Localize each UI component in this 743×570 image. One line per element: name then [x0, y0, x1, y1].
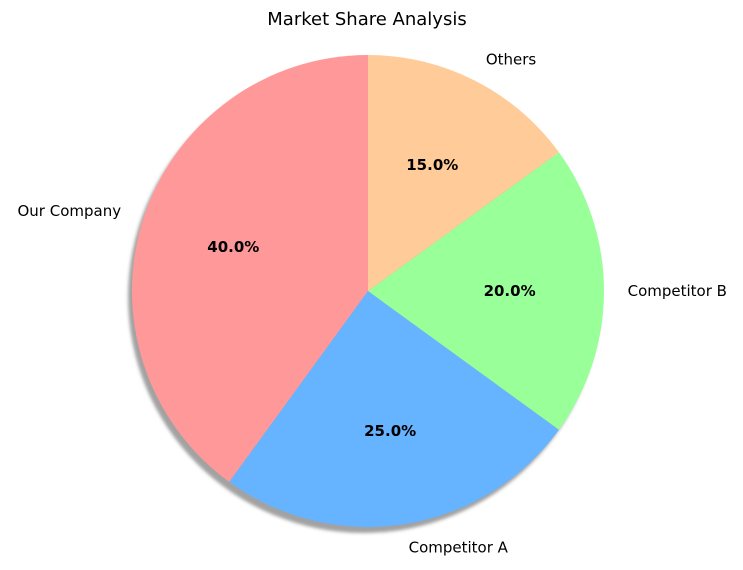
slice-label-our-company: Our Company	[17, 202, 121, 220]
pie-slice-competitor-b	[368, 152, 605, 430]
slice-label-others: Others	[486, 51, 537, 69]
pct-label-competitor-a: 25.0%	[364, 422, 416, 440]
pct-label-others: 15.0%	[406, 156, 458, 174]
pct-label-our-company: 40.0%	[207, 238, 259, 256]
pct-label-competitor-b: 20.0%	[484, 282, 536, 300]
slice-label-competitor-a: Competitor A	[409, 538, 509, 556]
pie-labels: Our Company 40.0% Competitor A 25.0% Competi…	[17, 51, 726, 557]
chart-title: Market Share Analysis	[267, 9, 466, 30]
pie-slice-others	[368, 55, 559, 291]
pie-slices	[132, 55, 605, 527]
pie-slice-our-company	[132, 55, 368, 482]
slice-label-competitor-b: Competitor B	[628, 282, 727, 300]
pie-slice-competitor-a	[229, 291, 559, 527]
